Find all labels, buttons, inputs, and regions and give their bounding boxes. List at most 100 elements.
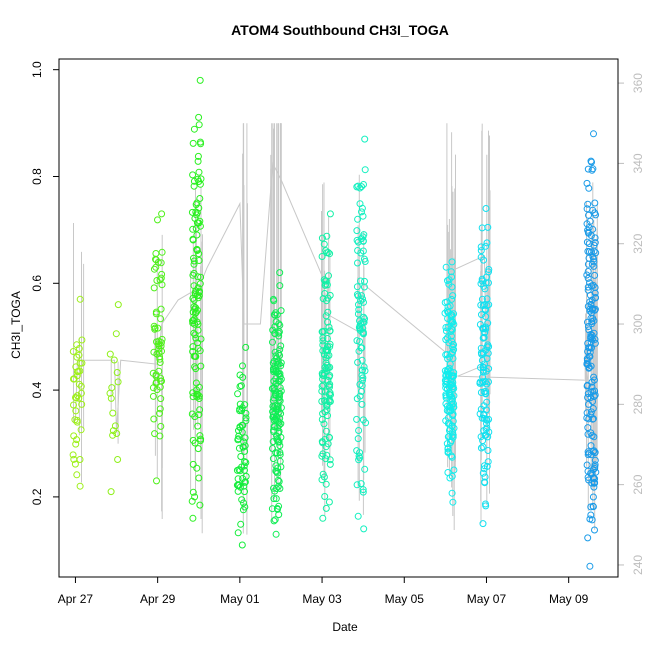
data-point-10-14 [583, 179, 591, 187]
data-point-8-51 [450, 372, 458, 380]
data-point-10-108 [583, 271, 591, 279]
data-point-10-114 [584, 381, 591, 389]
data-point-9-22 [485, 378, 492, 386]
data-point-5-137 [272, 485, 280, 492]
data-point-7-83 [361, 367, 369, 375]
data-point-3-0 [196, 76, 204, 84]
data-point-4-6 [237, 453, 245, 460]
data-point-10-133 [585, 352, 593, 360]
data-point-3-73 [189, 343, 197, 351]
data-point-9-76 [479, 349, 487, 357]
data-point-10-9 [589, 165, 597, 173]
data-point-0-21 [75, 345, 83, 352]
data-point-4-40 [242, 414, 250, 422]
data-point-8-22 [448, 432, 456, 440]
data-point-9-100 [482, 415, 490, 423]
data-point-2-34 [151, 325, 159, 333]
y-tick-label-3: 0.8 [30, 168, 44, 185]
data-point-4-37 [236, 400, 244, 408]
data-point-6-109 [322, 354, 330, 362]
data-point-0-13 [71, 460, 79, 468]
data-point-6-95 [319, 295, 327, 303]
data-point-8-102 [448, 317, 456, 325]
data-point-0-31 [75, 394, 83, 402]
altitude-track-line [74, 161, 594, 433]
data-point-5-88 [268, 505, 276, 513]
data-point-8-123 [446, 474, 454, 482]
data-point-8-88 [444, 445, 452, 453]
x-tick-label-5: May 07 [467, 592, 507, 606]
data-point-9-95 [479, 378, 487, 386]
data-point-1-2 [109, 431, 117, 439]
data-point-9-77 [478, 275, 486, 283]
data-point-1-8 [108, 384, 116, 392]
data-point-7-73 [356, 200, 364, 208]
data-point-6-70 [319, 337, 327, 345]
data-points-layer [69, 76, 600, 570]
data-point-2-21 [157, 274, 165, 282]
data-point-2-40 [156, 353, 163, 361]
data-point-7-53 [355, 301, 362, 309]
data-point-8-113 [449, 340, 457, 348]
data-point-3-111 [190, 260, 198, 268]
data-point-5-129 [269, 455, 277, 463]
data-point-9-102 [479, 437, 487, 445]
data-point-4-49 [239, 421, 247, 429]
data-point-5-138 [277, 420, 285, 428]
data-point-6-30 [324, 308, 332, 316]
data-point-9-99 [479, 469, 487, 477]
data-point-5-124 [275, 502, 283, 510]
data-point-8-107 [442, 324, 450, 331]
data-point-10-26 [583, 461, 591, 469]
x-tick-label-3: May 03 [302, 592, 342, 606]
data-point-3-94 [189, 460, 197, 468]
data-point-3-98 [189, 225, 197, 233]
data-point-10-83 [587, 411, 595, 419]
data-point-2-35 [154, 216, 161, 224]
data-point-9-91 [481, 301, 488, 309]
data-point-6-86 [324, 376, 332, 384]
data-point-8-137 [447, 437, 455, 445]
data-point-8-55 [450, 424, 458, 432]
data-point-7-16 [361, 465, 369, 473]
data-point-6-10 [321, 493, 329, 500]
y-axis-title: CH3I_TOGA [9, 291, 23, 359]
data-point-3-87 [195, 383, 203, 391]
data-point-2-43 [157, 259, 165, 267]
data-point-3-44 [189, 139, 197, 147]
data-point-10-75 [583, 205, 591, 213]
data-point-3-116 [189, 236, 197, 244]
data-point-3-112 [193, 318, 201, 326]
data-point-4-44 [234, 390, 242, 398]
data-point-5-121 [276, 397, 284, 405]
data-point-8-31 [448, 453, 456, 461]
data-point-10-23 [591, 526, 598, 534]
data-point-7-56 [353, 481, 361, 489]
data-point-6-52 [318, 397, 326, 405]
data-point-3-97 [193, 211, 200, 219]
data-point-8-118 [449, 411, 457, 419]
data-point-9-51 [484, 349, 492, 357]
data-point-8-117 [447, 268, 455, 276]
data-point-7-33 [359, 212, 367, 220]
data-point-10-152 [587, 511, 595, 519]
data-point-3-101 [189, 389, 197, 397]
data-point-10-69 [586, 348, 594, 356]
data-point-8-121 [448, 273, 456, 281]
data-point-0-33 [69, 348, 77, 355]
data-point-10-35 [585, 326, 593, 334]
data-point-7-72 [354, 215, 362, 223]
data-point-8-47 [443, 307, 451, 315]
data-point-3-96 [193, 231, 201, 239]
data-point-8-75 [449, 355, 457, 362]
data-point-1-4 [107, 394, 115, 402]
data-point-3-93 [192, 304, 199, 312]
data-point-2-45 [155, 349, 163, 357]
data-point-9-74 [481, 360, 488, 368]
data-point-2-17 [157, 374, 164, 382]
data-point-6-82 [322, 504, 330, 512]
data-point-1-9 [110, 356, 118, 364]
data-point-7-67 [359, 374, 367, 382]
data-point-7-38 [354, 435, 362, 443]
data-point-8-120 [446, 360, 454, 368]
